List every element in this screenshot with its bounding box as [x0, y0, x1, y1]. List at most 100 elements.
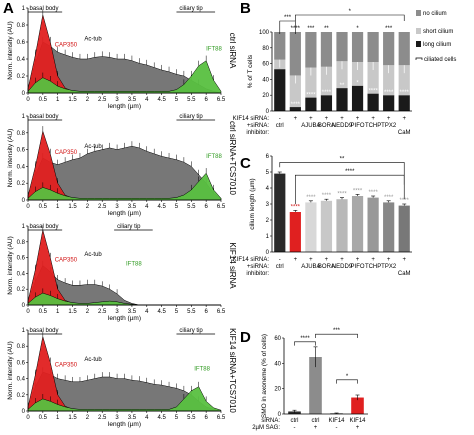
- ciliary-tip-label: ciliary tip: [117, 224, 141, 230]
- stacked-bar-short-cilium: [289, 75, 301, 108]
- area-ift88: [27, 60, 222, 94]
- panel-b: B-ctrl********+*******+AJUBA******+BORA*…: [233, 0, 457, 136]
- basal-body-label: basal body: [29, 6, 58, 12]
- ift88-label: IFT88: [206, 154, 222, 160]
- bracket: [295, 174, 405, 204]
- x-tick-label: 0.5: [39, 204, 48, 210]
- sag-sign: -: [336, 425, 338, 431]
- panel-c: C-ctrl****+****+AJUBA****+BORA****+NEDD9…: [233, 154, 412, 277]
- stacked-bar-short-cilium: [336, 61, 348, 89]
- significance-long-label: ****: [400, 90, 410, 96]
- x-tick-label: 4.5: [157, 309, 166, 315]
- x-tick-label: 1: [56, 415, 60, 421]
- y-tick-label: 1: [22, 114, 26, 120]
- kif14-sign: +: [387, 257, 391, 263]
- condition-label: ctrl siRNA: [228, 33, 237, 69]
- x-tick-label: 4: [145, 415, 149, 421]
- bar: [336, 199, 348, 252]
- significance-label: ****: [353, 188, 363, 194]
- significance-long-label: **: [340, 83, 345, 89]
- condition-label: KIF14 siRNA: [228, 242, 237, 289]
- significance-long-label: *: [356, 81, 359, 87]
- y-axis-title: % of T cells: [247, 54, 254, 88]
- bar: [351, 397, 364, 414]
- bar: [305, 202, 317, 252]
- sag-sign: -: [294, 425, 296, 431]
- y-tick-label: 0.6: [17, 40, 26, 46]
- x-tick-label: 1: [56, 309, 60, 315]
- significance-label: ***: [307, 26, 315, 32]
- ac-tub-label: Ac-tub: [84, 357, 102, 363]
- x-tick-label: 5: [175, 97, 179, 103]
- y-axis-title: cilium length (µm): [249, 178, 256, 229]
- kif14-sign: +: [340, 257, 344, 263]
- x-tick-label: 6.5: [217, 415, 226, 421]
- x-tick-label: 2: [86, 97, 90, 103]
- y-tick-label: 0.2: [17, 181, 26, 187]
- significance-label: ****: [400, 198, 410, 204]
- x-tick-label: 3: [115, 309, 119, 315]
- stacked-bar-long-cilium: [320, 95, 333, 111]
- x-axis-title: length (µm): [108, 421, 141, 428]
- x-tick-label: 5.5: [187, 204, 196, 210]
- stacked-bar-no-cilium: [305, 32, 317, 68]
- stacked-bar-no-cilium: [289, 32, 301, 76]
- sirna-label: ctrl: [276, 123, 284, 129]
- row-label: KIF14 siRNA:: [233, 257, 270, 263]
- y-tick-label: 0.6: [17, 360, 26, 366]
- bar: [367, 197, 379, 252]
- inhibitor-label: CaM: [398, 271, 411, 277]
- y-tick-label: 0: [266, 250, 270, 256]
- y-axis-title: Norm. intensity (AU): [7, 341, 14, 400]
- x-tick-label: 3.5: [128, 97, 137, 103]
- row-label: +siRNA:: [247, 264, 270, 270]
- significance-label: **: [324, 26, 329, 32]
- x-tick-label: 5.5: [187, 415, 196, 421]
- bracket: [295, 14, 405, 21]
- bracket-label: ****: [300, 336, 310, 342]
- kif14-sign: +: [402, 257, 406, 263]
- y-tick-label: 0.8: [17, 23, 26, 29]
- ac-tub-label: Ac-tub: [84, 144, 102, 150]
- sirna-label: TCHP: [365, 123, 381, 129]
- x-tick-label: 4: [145, 309, 149, 315]
- x-tick-label: 3: [115, 415, 119, 421]
- stacked-bar-short-cilium: [383, 65, 395, 96]
- x-tick-label: 2.5: [98, 97, 107, 103]
- y-tick-label: 0.2: [17, 74, 26, 80]
- stacked-bar-no-cilium: [398, 32, 410, 66]
- cap350-label: CAP350: [55, 42, 78, 48]
- y-axis-title: Norm. intensity (AU): [7, 129, 14, 188]
- bracket-label: ***: [284, 15, 292, 21]
- cap350-label: CAP350: [55, 150, 78, 156]
- stacked-bar-long-cilium: [383, 95, 395, 111]
- area-ift88: [27, 386, 222, 412]
- legend-label: ciliated cells: [424, 57, 456, 63]
- sirna-label: AJUBA: [301, 123, 320, 129]
- stacked-bar-long-cilium: [274, 69, 286, 111]
- row-label: siRNA:: [261, 418, 280, 424]
- x-tick-label: 0: [26, 204, 30, 210]
- sirna-label: AJUBA: [301, 264, 320, 270]
- kif14-sign: -: [279, 257, 281, 263]
- x-tick-label: 4.5: [157, 415, 166, 421]
- y-tick-label: 100: [259, 30, 270, 36]
- x-tick-label: 4.5: [157, 204, 166, 210]
- inhibitor-label: CaM: [398, 130, 411, 136]
- y-tick-label: 0.2: [17, 287, 26, 293]
- y-tick-label: 2: [266, 218, 270, 224]
- y-tick-label: 0.8: [17, 240, 26, 246]
- sirna-label: BORA: [318, 264, 335, 270]
- y-axis-title: Norm. intensity (AU): [7, 21, 14, 80]
- bracket-label: ***: [333, 328, 341, 334]
- y-tick-label: 4: [266, 186, 270, 192]
- panel-letter-b: B: [240, 0, 251, 17]
- x-tick-label: 0.5: [39, 97, 48, 103]
- ciliary-tip-label: ciliary tip: [179, 114, 203, 120]
- sag-sign: +: [314, 425, 318, 431]
- x-tick-label: 1: [56, 204, 60, 210]
- stacked-bar-short-cilium: [367, 62, 379, 94]
- panel-letter-c: C: [240, 155, 251, 172]
- kif14-sign: +: [387, 116, 391, 122]
- x-tick-label: 0.5: [39, 309, 48, 315]
